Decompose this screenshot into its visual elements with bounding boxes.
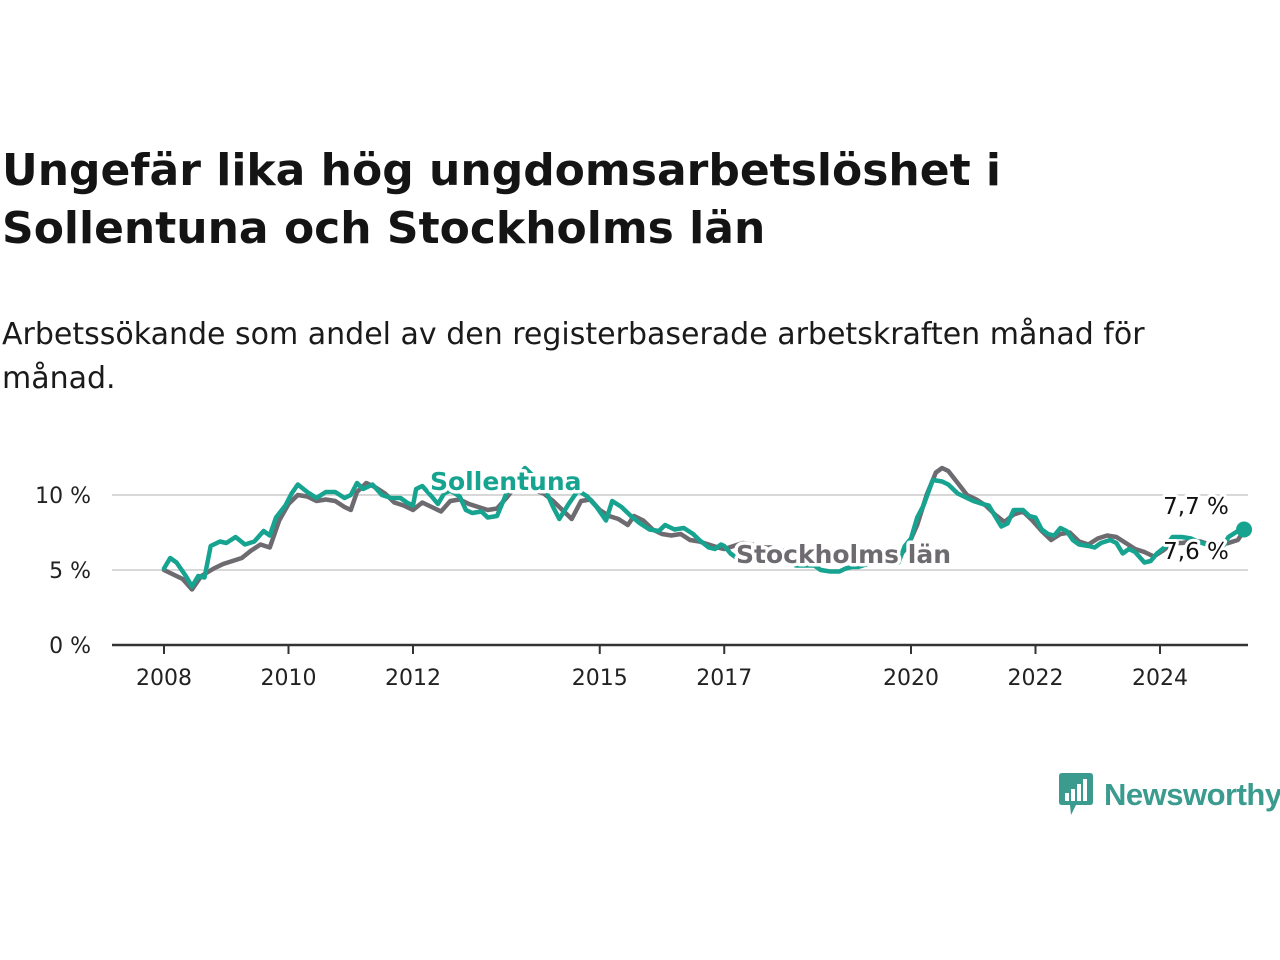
y-axis-ticks: 0 % 5 % 10 % xyxy=(35,484,91,659)
series-line-stockholm xyxy=(161,465,1247,592)
series-labels: Sollentuna Stockholms län 7,7 % 7,6 % xyxy=(427,464,1232,573)
end-label-sollentuna: 7,7 % xyxy=(1163,494,1229,520)
newsworthy-logo: Newsworthy xyxy=(1058,772,1280,818)
y-tick-label: 5 % xyxy=(49,559,91,584)
newsworthy-logo-text: Newsworthy xyxy=(1104,777,1280,812)
x-axis: 2008 2010 2012 2015 2017 2020 2022 2024 xyxy=(112,643,1248,691)
chart-subtitle: Arbetssökande som andel av den registerb… xyxy=(2,317,1145,396)
y-tick-label: 0 % xyxy=(49,634,91,659)
y-tick-label: 10 % xyxy=(35,484,91,509)
series-lines xyxy=(161,465,1253,592)
x-tick-label: 2012 xyxy=(385,666,441,691)
series-label-stockholm: Stockholms län xyxy=(736,540,951,569)
x-tick-label: 2008 xyxy=(136,666,192,691)
series-line-sollentuna xyxy=(161,465,1247,589)
series-label-sollentuna: Sollentuna xyxy=(430,467,582,496)
x-tick-label: 2015 xyxy=(572,666,628,691)
newsworthy-logo-icon xyxy=(1059,773,1093,815)
chart-title: Ungefär lika hög ungdomsarbetslöshet i S… xyxy=(2,145,1002,254)
end-label-stockholm: 7,6 % xyxy=(1163,539,1229,565)
endpoint-sollentuna xyxy=(1236,521,1253,538)
x-tick-label: 2017 xyxy=(696,666,752,691)
line-chart: 0 %5 %10 % 2008 2010 2012 2015 2017 2020 2022 2… xyxy=(35,464,1253,691)
x-tick-label: 2010 xyxy=(261,666,317,691)
x-tick-label: 2020 xyxy=(883,666,939,691)
x-tick-label: 2024 xyxy=(1132,666,1188,691)
x-tick-label: 2022 xyxy=(1008,666,1064,691)
